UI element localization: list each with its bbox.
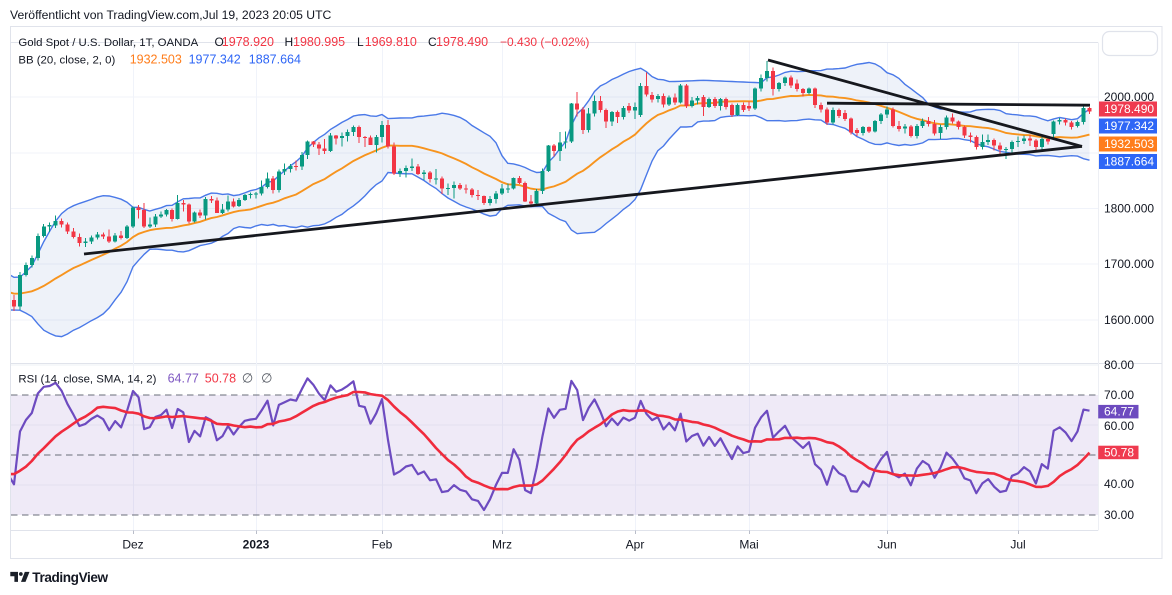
svg-text:64.77: 64.77 (168, 372, 199, 386)
svg-text:Gold Spot / U.S. Dollar, 1T, O: Gold Spot / U.S. Dollar, 1T, OANDA (18, 37, 198, 49)
svg-text:∅: ∅ (261, 371, 272, 386)
svg-text:BB (20, close, 2, 0): BB (20, close, 2, 0) (18, 54, 115, 66)
svg-text:RSI (14, close, SMA, 14, 2): RSI (14, close, SMA, 14, 2) (18, 374, 156, 386)
svg-text:C: C (428, 35, 437, 49)
svg-text:40.00: 40.00 (1104, 477, 1134, 491)
svg-text:1887.664: 1887.664 (1104, 155, 1154, 169)
svg-text:Jun: Jun (877, 538, 896, 552)
svg-text:1700.000: 1700.000 (1104, 257, 1154, 271)
svg-text:Dez: Dez (122, 538, 143, 552)
svg-text:1978.490: 1978.490 (1104, 102, 1154, 116)
svg-text:64.77: 64.77 (1104, 405, 1134, 419)
svg-text:1932.503: 1932.503 (130, 52, 182, 66)
svg-text:1980.995: 1980.995 (293, 35, 345, 49)
svg-text:L: L (357, 35, 364, 49)
svg-text:Feb: Feb (372, 538, 393, 552)
svg-text:1969.810: 1969.810 (365, 35, 417, 49)
svg-text:Apr: Apr (626, 538, 645, 552)
svg-text:1600.000: 1600.000 (1104, 313, 1154, 327)
svg-text:TradingView: TradingView (32, 570, 108, 585)
svg-text:Mai: Mai (739, 538, 758, 552)
svg-text:80.00: 80.00 (1104, 358, 1134, 372)
svg-text:O: O (215, 35, 224, 49)
svg-text:1800.000: 1800.000 (1104, 202, 1154, 216)
svg-text:∅: ∅ (242, 371, 253, 386)
svg-text:60.00: 60.00 (1104, 419, 1134, 433)
svg-text:70.00: 70.00 (1104, 388, 1134, 402)
svg-text:50.78: 50.78 (1104, 446, 1134, 460)
svg-text:2000.000: 2000.000 (1104, 90, 1154, 104)
svg-text:1977.342: 1977.342 (189, 52, 241, 66)
svg-text:H: H (285, 35, 294, 49)
svg-text:−0.430 (−0.02%): −0.430 (−0.02%) (500, 35, 589, 49)
svg-text:1978.490: 1978.490 (436, 35, 488, 49)
svg-text:1977.342: 1977.342 (1104, 119, 1154, 133)
svg-text:Veröffentlicht von TradingView: Veröffentlicht von TradingView.com,Jul 1… (10, 8, 332, 22)
svg-text:Jul: Jul (1010, 538, 1025, 552)
svg-text:Mrz: Mrz (492, 538, 512, 552)
svg-text:2023: 2023 (243, 538, 270, 552)
svg-text:1978.920: 1978.920 (222, 35, 274, 49)
svg-text:50.78: 50.78 (205, 372, 236, 386)
svg-text:30.00: 30.00 (1104, 508, 1134, 522)
svg-text:1932.503: 1932.503 (1104, 137, 1154, 151)
svg-text:1887.664: 1887.664 (249, 52, 301, 66)
